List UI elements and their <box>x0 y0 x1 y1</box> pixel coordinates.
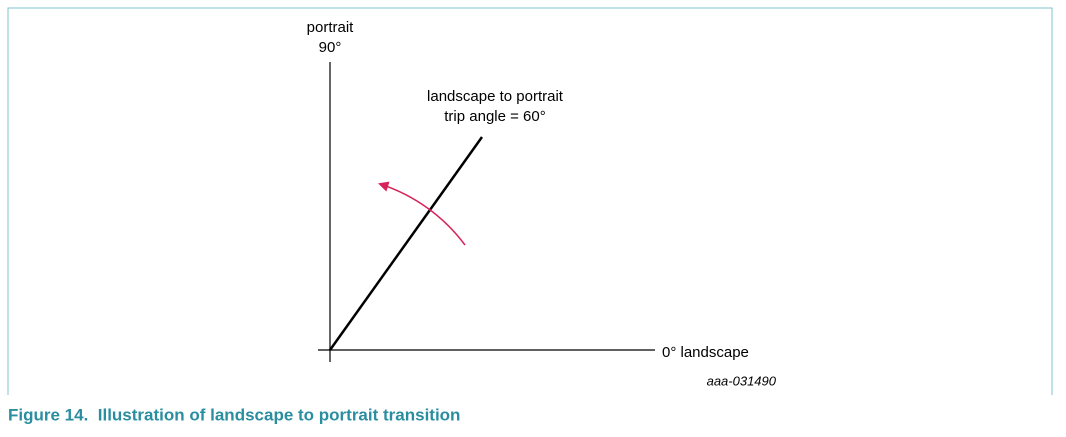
trip-label: trip angle = 60° <box>444 108 545 125</box>
caption: Figure 14. Illustration of landscape to … <box>8 405 460 424</box>
vertical-label: portrait <box>307 19 355 36</box>
figure-code: aaa-031490 <box>707 373 777 388</box>
vertical-angle: 90° <box>319 39 342 56</box>
trip-line <box>328 136 484 351</box>
trip-label: landscape to portrait <box>427 88 564 105</box>
figure-frame <box>7 7 1053 395</box>
horizontal-label: 0° landscape <box>662 344 749 361</box>
rotation-arrow <box>378 181 466 246</box>
